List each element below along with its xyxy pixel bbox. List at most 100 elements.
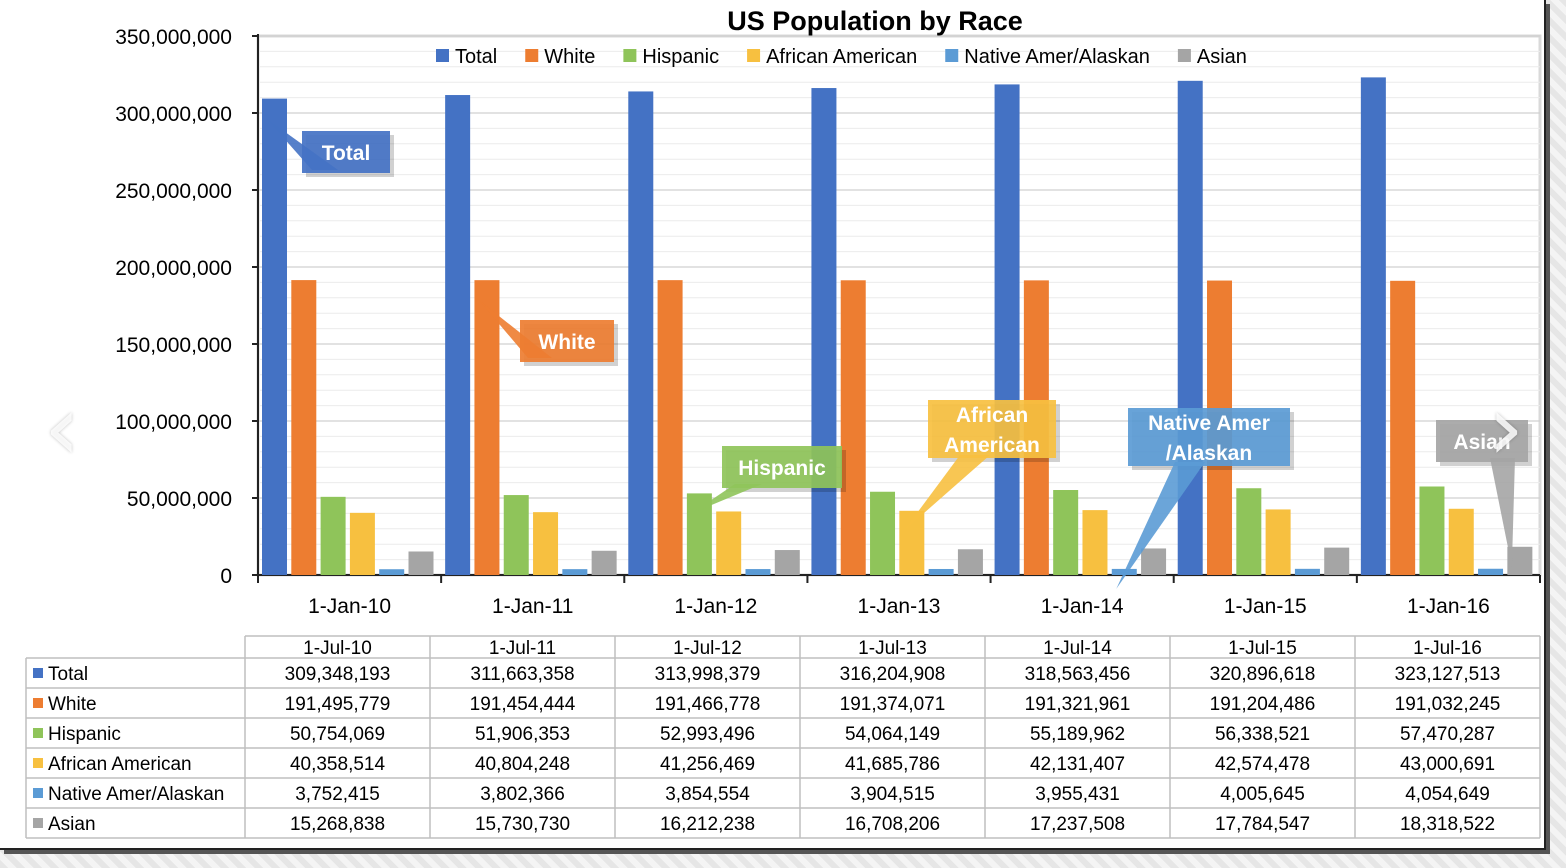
bar xyxy=(591,550,617,575)
bar xyxy=(840,280,866,575)
bar xyxy=(349,512,375,575)
callout-native-amer-alaskan: Native Amer/Alaskan xyxy=(1116,408,1294,589)
table-header-cell: 1-Jul-14 xyxy=(1043,638,1112,659)
x-tick-label: 1-Jan-11 xyxy=(492,595,573,618)
x-tick-label: 1-Jan-15 xyxy=(1224,595,1307,618)
table-cell: 3,904,515 xyxy=(850,784,935,805)
legend-swatch xyxy=(747,49,761,62)
table-cell: 191,321,961 xyxy=(1025,694,1131,715)
table-cell: 311,663,358 xyxy=(470,664,574,685)
callout-box xyxy=(302,131,390,173)
plot-area xyxy=(256,34,1542,577)
callout-total: Total xyxy=(266,118,394,177)
previous-arrow-icon[interactable]: ‹ xyxy=(44,376,80,481)
bar xyxy=(1294,568,1320,575)
table-row-swatch xyxy=(33,788,43,798)
bar xyxy=(1448,508,1474,575)
bar xyxy=(1390,280,1416,575)
callout-box xyxy=(1128,408,1290,466)
y-tick-label: 150,000,000 xyxy=(115,334,232,357)
table-header-cell: 1-Jul-15 xyxy=(1228,638,1297,659)
chart-frame: 0 50,000,000 100,000,000 150,000,000 200,000… xyxy=(0,0,1546,850)
table-cell: 17,784,547 xyxy=(1215,814,1310,835)
callout-hispanic: Hispanic xyxy=(691,446,846,514)
y-tick-label: 250,000,000 xyxy=(115,180,232,203)
callout-label: Hispanic xyxy=(738,457,826,480)
table-cell: 51,906,353 xyxy=(475,724,570,745)
table-cell: 323,127,513 xyxy=(1395,664,1501,685)
legend: Total White Hispanic African American Native… xyxy=(436,46,1247,68)
bar xyxy=(774,550,800,575)
bar xyxy=(1265,509,1291,575)
legend-swatch xyxy=(623,49,637,62)
bar xyxy=(811,88,837,576)
legend-swatch xyxy=(436,49,449,62)
table-row-label: Native Amer/Alaskan xyxy=(48,784,224,805)
table-row-swatch xyxy=(33,818,43,828)
bar xyxy=(957,549,983,575)
callout-label: Total xyxy=(322,142,371,165)
table-header-cell: 1-Jul-10 xyxy=(303,638,372,659)
table-row-label: Hispanic xyxy=(48,724,121,745)
table-cell: 43,000,691 xyxy=(1400,754,1495,775)
table-row-label: Total xyxy=(48,664,88,685)
legend-swatch xyxy=(1177,49,1191,62)
bar xyxy=(320,496,346,575)
bar xyxy=(474,280,500,575)
table-cell: 191,454,444 xyxy=(470,694,576,715)
bar xyxy=(994,84,1020,575)
callout-label: /Alaskan xyxy=(1166,442,1252,465)
bar xyxy=(379,569,405,575)
table-row-swatch xyxy=(33,728,43,738)
bar xyxy=(628,91,654,575)
next-arrow-icon[interactable]: › xyxy=(1488,376,1524,481)
bar xyxy=(1236,488,1262,575)
table-cell: 42,574,478 xyxy=(1215,754,1310,775)
callout-label: American xyxy=(944,434,1040,457)
table-row-swatch xyxy=(33,668,43,678)
bar xyxy=(745,569,771,575)
table-cell: 320,896,618 xyxy=(1210,664,1316,685)
bar xyxy=(686,493,712,575)
legend-label: Asian xyxy=(1197,46,1247,68)
bar xyxy=(928,568,954,575)
table-cell: 191,374,071 xyxy=(840,694,946,715)
table-cell: 42,131,407 xyxy=(1030,754,1125,775)
y-tick-label: 350,000,000 xyxy=(115,26,232,49)
table-cell: 18,318,522 xyxy=(1400,814,1495,835)
table-cell: 40,358,514 xyxy=(290,754,386,775)
bar xyxy=(291,280,317,575)
callout-label: Asian xyxy=(1453,431,1510,454)
callout-asian: Asian xyxy=(1436,420,1532,567)
table-row-swatch xyxy=(33,698,43,708)
table-cell: 3,802,366 xyxy=(480,784,565,805)
callout-label: Native Amer xyxy=(1148,412,1270,435)
population-chart: 0 50,000,000 100,000,000 150,000,000 200,000… xyxy=(25,6,1542,839)
callout-tail xyxy=(1116,462,1205,589)
table-cell: 318,563,456 xyxy=(1025,664,1131,685)
table-row-label: African American xyxy=(48,754,192,775)
y-tick-label: 50,000,000 xyxy=(127,488,232,511)
bar xyxy=(1360,77,1386,575)
y-tick-label: 0 xyxy=(220,565,232,588)
x-tick-label: 1-Jan-10 xyxy=(308,595,391,618)
table-row-label: White xyxy=(48,694,97,715)
table-cell: 191,032,245 xyxy=(1395,694,1501,715)
chart-title: US Population by Race xyxy=(727,6,1023,36)
data-table: 1-Jul-10 1-Jul-11 1-Jul-12 1-Jul-13 1-Jul-14… xyxy=(25,635,1541,839)
bar xyxy=(1478,568,1504,575)
callout-tail xyxy=(691,484,762,514)
table-cell: 57,470,287 xyxy=(1400,724,1495,745)
table-cell: 41,685,786 xyxy=(845,754,940,775)
bar xyxy=(408,551,434,575)
table-cell: 52,993,496 xyxy=(660,724,755,745)
table-cell: 56,338,521 xyxy=(1215,724,1310,745)
bar xyxy=(1177,80,1203,575)
bar xyxy=(1419,486,1445,575)
bar xyxy=(533,512,559,575)
table-cell: 191,466,778 xyxy=(655,694,761,715)
table-cell: 191,495,779 xyxy=(285,694,391,715)
table-cell: 191,204,486 xyxy=(1210,694,1316,715)
table-cell: 3,854,554 xyxy=(665,784,750,805)
table-cell: 4,005,645 xyxy=(1220,784,1305,805)
